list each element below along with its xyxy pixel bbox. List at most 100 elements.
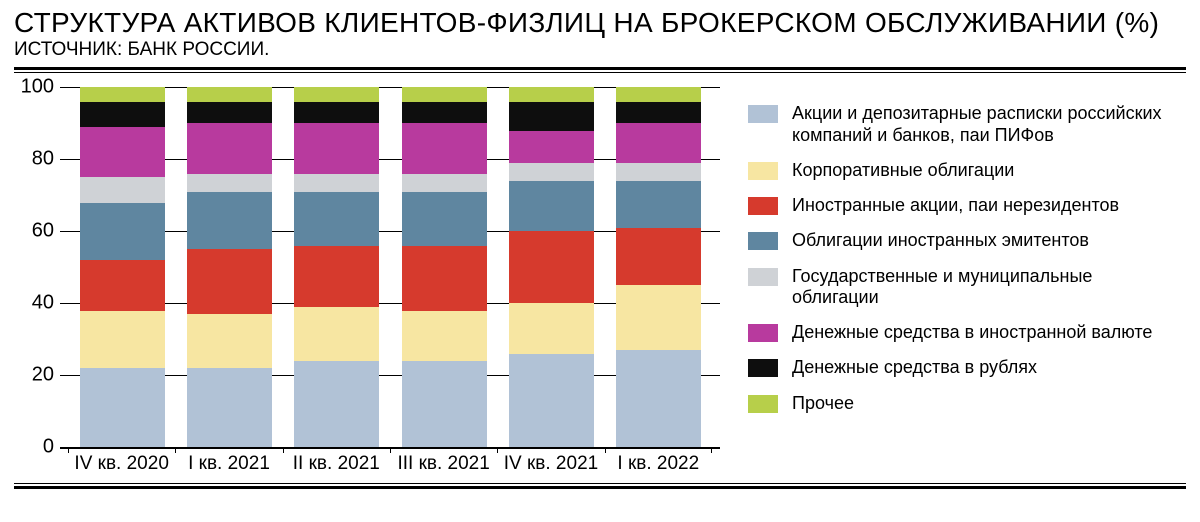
bar-segment-cash_fx (402, 123, 487, 173)
bar-segment-cash_rub (80, 102, 165, 127)
bar-segment-stocks_ru (402, 361, 487, 447)
bar-segment-gov_bonds (402, 174, 487, 192)
bar-segment-gov_bonds (187, 174, 272, 192)
y-tick-label: 100 (21, 76, 54, 99)
x-label: I кв. 2021 (175, 453, 282, 475)
legend-swatch (748, 268, 778, 286)
bottom-rule (14, 486, 1186, 489)
x-category: I кв. 2022 (605, 453, 712, 475)
bar-segment-gov_bonds (616, 163, 701, 181)
bar-segment-foreign_eq (187, 249, 272, 314)
bar-segment-cash_fx (294, 123, 379, 173)
bar (186, 87, 272, 447)
bar-segment-foreign_bonds (509, 181, 594, 231)
x-category: I кв. 2021 (175, 453, 282, 475)
bar-segment-corp_bonds (616, 285, 701, 350)
x-label: IV кв. 2020 (68, 453, 175, 475)
legend-label: Денежные средства в иностранной валюте (792, 322, 1152, 343)
bar-segment-gov_bonds (294, 174, 379, 192)
bar-segment-other (402, 87, 487, 101)
chart-subtitle: ИСТОЧНИК: БАНК РОССИИ. (14, 39, 1186, 61)
bar-segment-foreign_bonds (402, 192, 487, 246)
bar-segment-stocks_ru (616, 350, 701, 447)
legend-swatch (748, 395, 778, 413)
x-category: III кв. 2021 (390, 453, 497, 475)
x-category: IV кв. 2020 (68, 453, 175, 475)
bar-segment-foreign_bonds (80, 203, 165, 261)
bar (401, 87, 487, 447)
y-tick-label: 40 (32, 292, 54, 315)
legend-label: Акции и депозитарные расписки российских… (792, 103, 1182, 145)
legend-swatch (748, 232, 778, 250)
bar-segment-cash_fx (616, 123, 701, 163)
bar-segment-stocks_ru (80, 368, 165, 447)
bar-segment-gov_bonds (80, 177, 165, 202)
legend-label: Прочее (792, 393, 854, 414)
bar-segment-cash_rub (509, 102, 594, 131)
bar-segment-other (616, 87, 701, 101)
bar (293, 87, 379, 447)
bar-segment-gov_bonds (509, 163, 594, 181)
bar-segment-corp_bonds (509, 303, 594, 353)
y-tick-label: 0 (43, 436, 54, 459)
bar-segment-corp_bonds (294, 307, 379, 361)
bar-segment-cash_rub (187, 102, 272, 124)
bar-segment-foreign_bonds (294, 192, 379, 246)
y-tick-label: 60 (32, 220, 54, 243)
legend-item: Прочее (748, 393, 1182, 414)
x-label: IV кв. 2021 (497, 453, 604, 475)
bar-segment-stocks_ru (187, 368, 272, 447)
legend-label: Денежные средства в рублях (792, 357, 1037, 378)
bar-segment-other (187, 87, 272, 101)
bar-segment-stocks_ru (294, 361, 379, 447)
legend-swatch (748, 105, 778, 123)
bar-segment-cash_fx (509, 131, 594, 163)
bar-segment-corp_bonds (402, 311, 487, 361)
x-label: II кв. 2021 (283, 453, 390, 475)
x-label: I кв. 2022 (605, 453, 712, 475)
bar-segment-cash_rub (402, 102, 487, 124)
x-category: II кв. 2021 (283, 453, 390, 475)
bar-segment-other (509, 87, 594, 101)
legend-swatch (748, 324, 778, 342)
y-axis: 020406080100 (14, 87, 60, 447)
plot-area (60, 87, 720, 447)
legend-swatch (748, 359, 778, 377)
bar-segment-corp_bonds (187, 314, 272, 368)
bar-segment-other (80, 87, 165, 101)
y-tick-label: 80 (32, 148, 54, 171)
chart-title: СТРУКТУРА АКТИВОВ КЛИЕНТОВ-ФИЗЛИЦ НА БРО… (14, 8, 1186, 37)
bar-segment-stocks_ru (509, 354, 594, 448)
bar-segment-foreign_eq (509, 231, 594, 303)
x-axis-labels: IV кв. 2020I кв. 2021II кв. 2021III кв. … (60, 449, 720, 475)
legend-swatch (748, 197, 778, 215)
top-rule-thin (14, 72, 1186, 73)
y-tick-label: 20 (32, 364, 54, 387)
legend-item: Иностранные акции, паи нерезидентов (748, 195, 1182, 216)
bar (79, 87, 165, 447)
bar-segment-foreign_eq (402, 246, 487, 311)
bar-segment-foreign_eq (80, 260, 165, 310)
bar (615, 87, 701, 447)
bar-segment-foreign_bonds (187, 192, 272, 250)
legend-item: Акции и депозитарные расписки российских… (748, 103, 1182, 145)
legend-item: Облигации иностранных эмитентов (748, 230, 1182, 251)
legend-label: Облигации иностранных эмитентов (792, 230, 1089, 251)
x-label: III кв. 2021 (390, 453, 497, 475)
bar-segment-other (294, 87, 379, 101)
legend: Акции и депозитарные расписки российских… (720, 87, 1186, 475)
legend-label: Иностранные акции, паи нерезидентов (792, 195, 1119, 216)
bar-segment-cash_fx (80, 127, 165, 177)
bar-segment-foreign_bonds (616, 181, 701, 228)
bar-segment-cash_rub (294, 102, 379, 124)
legend-item: Государственные и муниципальные облигаци… (748, 266, 1182, 308)
bar-segment-foreign_eq (294, 246, 379, 307)
legend-label: Государственные и муниципальные облигаци… (792, 266, 1182, 308)
bar-segment-foreign_eq (616, 228, 701, 286)
legend-item: Денежные средства в рублях (748, 357, 1182, 378)
x-category: IV кв. 2021 (497, 453, 604, 475)
legend-label: Корпоративные облигации (792, 160, 1014, 181)
top-rule (14, 67, 1186, 70)
bar (508, 87, 594, 447)
bottom-rule-thin (14, 483, 1186, 484)
